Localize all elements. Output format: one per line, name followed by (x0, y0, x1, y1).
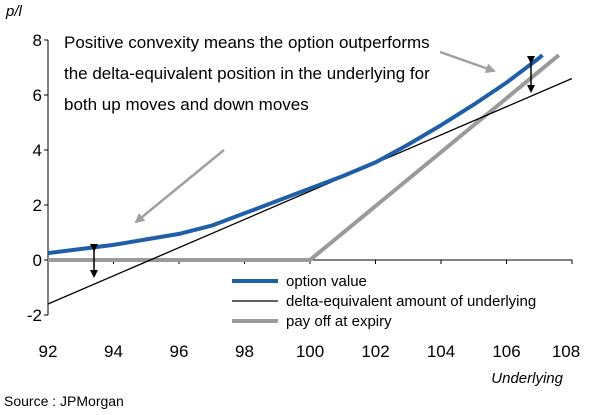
annotation-line-1: Positive convexity means the option outp… (64, 33, 430, 52)
x-tick-label: 96 (170, 342, 189, 361)
x-tick-label: 92 (39, 342, 58, 361)
annotation-arrow-right (439, 50, 496, 74)
annotation-background (62, 28, 440, 118)
legend-label-delta: delta-equivalent amount of underlying (286, 293, 536, 310)
legend: option value delta-equivalent amount of … (232, 273, 536, 330)
y-tick-label: 2 (33, 196, 42, 215)
y-tick-label: -2 (27, 306, 42, 325)
x-tick-label: 100 (296, 342, 324, 361)
x-tick-label: 94 (104, 342, 123, 361)
option-value-line (47, 53, 544, 256)
x-tick-label: 106 (492, 342, 520, 361)
y-tick-marks (44, 39, 48, 316)
y-tick-label: 0 (33, 251, 42, 270)
y-tick-label: 4 (33, 141, 42, 160)
x-axis-label: Underlying (491, 370, 563, 387)
delta-equivalent-line (47, 77, 573, 305)
x-tick-label: 104 (427, 342, 455, 361)
x-tick-label: 98 (235, 342, 254, 361)
y-axis-label: p/l (5, 3, 23, 20)
x-tick-label: 102 (361, 342, 389, 361)
payoff-line (48, 53, 561, 262)
legend-label-option-value: option value (286, 273, 367, 290)
y-tick-label: 6 (33, 86, 42, 105)
annotation-arrow-left (134, 149, 225, 224)
annotation-line-3: both up moves and down moves (64, 95, 309, 114)
x-tick-label: 108 (552, 342, 580, 361)
annotation-line-2: the delta-equivalent position in the und… (64, 64, 430, 83)
legend-label-payoff: pay off at expiry (286, 313, 392, 330)
y-tick-label: 8 (33, 31, 42, 50)
source-note: Source : JPMorgan (4, 393, 124, 409)
